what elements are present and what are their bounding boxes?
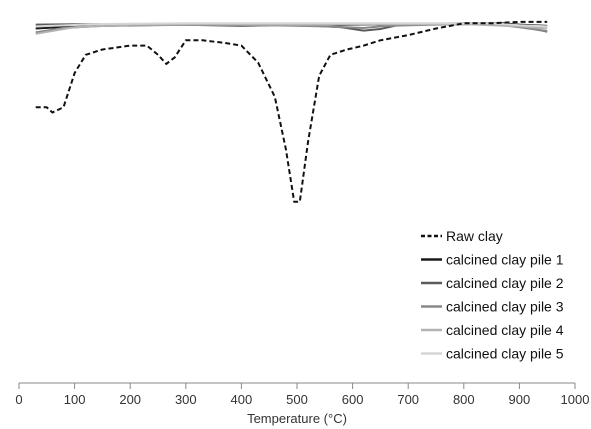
legend-label-5: calcined clay pile 4 [446, 322, 564, 338]
legend: Raw clay calcined clay pile 1 calcined cla… [421, 228, 564, 362]
series-line-5 [35, 23, 548, 35]
x-axis-title: Temperature (°C) [247, 411, 347, 426]
x-tick-label: 300 [175, 392, 197, 407]
legend-label-1: Raw clay [446, 228, 503, 244]
x-tick-label: 700 [397, 392, 419, 407]
x-tick-label: 500 [286, 392, 308, 407]
x-tick-label: 900 [509, 392, 531, 407]
legend-label-4: calcined clay pile 3 [446, 299, 564, 315]
series-line-6 [35, 22, 548, 28]
x-axis-ticks: 0 100 200 300 400 500 600 700 800 900 1000 [15, 383, 589, 407]
series-line-1 [35, 20, 548, 203]
x-tick-label: 600 [342, 392, 364, 407]
legend-label-6: calcined clay pile 5 [446, 346, 564, 362]
series-layer [35, 20, 548, 203]
x-tick-label: 400 [231, 392, 253, 407]
legend-label-3: calcined clay pile 2 [446, 275, 564, 291]
x-tick-label: 800 [453, 392, 475, 407]
x-tick-label: 1000 [561, 392, 590, 407]
x-tick-label: 200 [119, 392, 141, 407]
x-tick-label: 100 [64, 392, 86, 407]
x-tick-label: 0 [15, 392, 22, 407]
legend-label-2: calcined clay pile 1 [446, 252, 564, 268]
